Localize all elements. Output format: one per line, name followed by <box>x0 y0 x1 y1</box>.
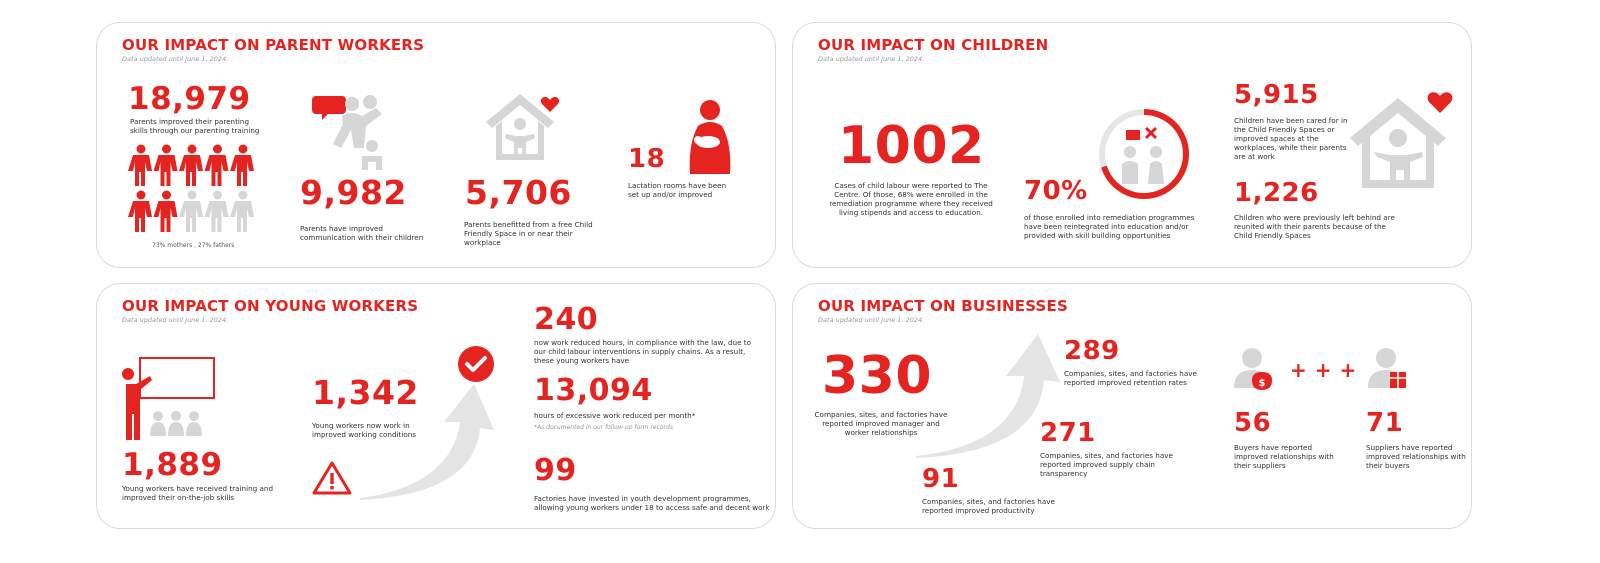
children-stat-reunited-desc: Children who were previously left behind… <box>1234 213 1395 240</box>
person-figure <box>179 190 203 232</box>
young-stat-conditions-desc: Young workers now work in improved worki… <box>312 421 417 439</box>
person-figure <box>230 144 254 186</box>
svg-text:$: $ <box>1259 378 1266 389</box>
children-stat-cases-number: 1002 <box>838 116 985 176</box>
businesses-title: OUR IMPACT ON BUSINESSES <box>818 297 1069 315</box>
business-plus-signs: + + + <box>1290 358 1357 382</box>
children-title: OUR IMPACT ON CHILDREN <box>818 36 1049 54</box>
business-stat-suppliers-desc: Suppliers have reported improved relatio… <box>1366 443 1466 470</box>
young-workers-card <box>96 283 776 529</box>
children-updated-note: Data updated until June 1, 2024. <box>818 55 925 63</box>
young-stat-excessive-hours-number: 13,094 <box>534 373 653 408</box>
person-figure <box>179 144 203 186</box>
parent-stat-lactation-number: 18 <box>628 144 666 174</box>
businesses-card <box>792 283 1472 529</box>
parent-stat-communication-desc: Parents have improved communication with… <box>300 224 424 242</box>
young-stat-conditions-number: 1,342 <box>312 373 419 412</box>
parent-updated-note: Data updated until June 1, 2024. <box>122 55 229 63</box>
parent-stat-communication-number: 9,982 <box>300 173 407 212</box>
children-stat-reunited-number: 1,226 <box>1234 178 1319 208</box>
parent-stat-lactation-desc: Lactation rooms have been set up and/or … <box>628 181 727 199</box>
person-figure <box>204 144 229 186</box>
young-footnote: *As documented in our follow-up form rec… <box>534 424 673 431</box>
young-stat-trained-desc: Young workers have received training and… <box>122 484 274 502</box>
business-stat-relationships-desc: Companies, sites, and factories have rep… <box>814 410 948 437</box>
business-growth-arrow-graphic <box>916 334 1060 458</box>
children-stat-cases-desc: Cases of child labour were reported to T… <box>829 181 993 217</box>
young-stat-excessive-hours-desc: hours of excessive work reduced per mont… <box>534 411 696 420</box>
children-stat-cared-number: 5,915 <box>1234 80 1319 110</box>
breastfeeding-mother-icon <box>689 100 731 174</box>
parent-gender-note: 73% mothers , 27% fathers <box>152 242 235 249</box>
person-figure <box>128 144 152 186</box>
person-figure <box>204 190 229 232</box>
business-stat-transparency-number: 271 <box>1040 418 1096 448</box>
parent-stat-trained-desc: Parents improved their parenting skills … <box>130 117 260 135</box>
business-stat-buyers-desc: Buyers have reported improved relationsh… <box>1234 443 1334 470</box>
young-stat-reduced-hours-number: 240 <box>534 302 599 337</box>
business-stat-transparency-desc: Companies, sites, and factories have rep… <box>1040 451 1173 478</box>
young-stat-trained-number: 1,889 <box>122 447 223 483</box>
parent-workers-card <box>96 22 776 268</box>
business-updated-note: Data updated until June 1, 2024. <box>818 316 925 324</box>
business-stat-suppliers-number: 71 <box>1366 408 1404 438</box>
family-hug-icon <box>312 95 382 170</box>
person-figure <box>153 144 178 186</box>
business-stat-productivity-desc: Companies, sites, and factories have rep… <box>922 497 1055 515</box>
child-friendly-house-icon <box>486 94 560 160</box>
business-stat-productivity-number: 91 <box>922 464 960 494</box>
young-workers-title: OUR IMPACT ON YOUNG WORKERS <box>122 297 419 315</box>
warning-triangle-icon <box>312 461 352 495</box>
business-stat-retention-desc: Companies, sites, and factories have rep… <box>1064 369 1197 387</box>
business-stat-retention-number: 289 <box>1064 336 1120 366</box>
person-figure <box>128 190 152 232</box>
remediation-progress-ring <box>1099 109 1189 199</box>
child-house-heart-icon <box>1350 92 1453 188</box>
parent-stat-trained-number: 18,979 <box>128 81 251 117</box>
parent-workers-title: OUR IMPACT ON PARENT WORKERS <box>122 36 425 54</box>
training-classroom-icon <box>120 357 215 440</box>
parent-gender-people-chart <box>128 144 254 232</box>
growth-arrow-graphic <box>360 384 494 500</box>
person-figure <box>230 190 254 232</box>
young-stat-factories-desc: Factories have invested in youth develop… <box>534 494 770 512</box>
checkmark-badge-icon <box>458 346 494 382</box>
buyer-person-icon: $ <box>1234 348 1272 390</box>
children-stat-reintegrated-desc: of those enrolled into remediation progr… <box>1024 213 1195 240</box>
children-stat-cared-desc: Children have been cared for in the Chil… <box>1234 116 1348 161</box>
supplier-person-icon <box>1368 348 1406 388</box>
business-stat-buyers-number: 56 <box>1234 408 1272 438</box>
parent-stat-friendly-space-desc: Parents benefitted from a free Child Fri… <box>464 220 593 247</box>
business-stat-relationships-number: 330 <box>822 346 933 406</box>
young-stat-reduced-hours-desc: now work reduced hours, in compliance wi… <box>534 338 751 365</box>
young-updated-note: Data updated until June 1, 2024. <box>122 316 229 324</box>
young-stat-factories-number: 99 <box>534 453 577 488</box>
parent-stat-friendly-space-number: 5,706 <box>465 173 572 212</box>
person-figure <box>153 190 178 232</box>
children-stat-reintegrated-number: 70% <box>1024 176 1088 206</box>
